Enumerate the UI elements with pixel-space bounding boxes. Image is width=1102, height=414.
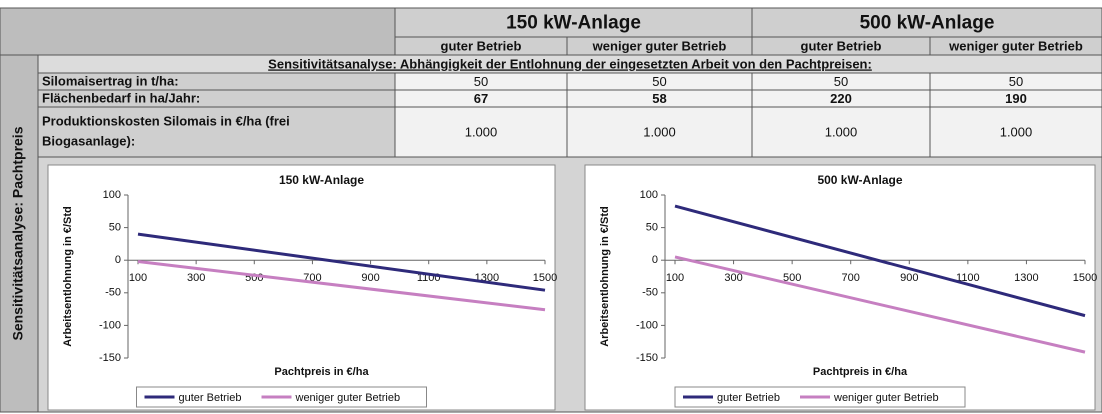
series-line bbox=[674, 255, 1086, 354]
legend-label: weniger guter Betrieb bbox=[295, 392, 401, 404]
group-header: 150 kW-Anlage bbox=[506, 13, 641, 34]
sub-header: guter Betrieb bbox=[801, 38, 882, 53]
cell bbox=[394, 7, 753, 38]
row-value: 67 bbox=[474, 91, 488, 106]
row-value: 1.000 bbox=[465, 124, 498, 139]
row-value: 50 bbox=[834, 74, 848, 89]
series-line bbox=[137, 232, 546, 292]
chart-title: 500 kW-Anlage bbox=[817, 173, 902, 187]
y-axis-label: Arbeitsentlohnung in €/Std bbox=[62, 206, 74, 347]
x-tick-label: 100 bbox=[666, 272, 684, 284]
y-tick-label: -50 bbox=[105, 287, 121, 299]
group-header: 500 kW-Anlage bbox=[860, 13, 995, 34]
x-tick-label: 500 bbox=[783, 272, 801, 284]
y-tick-label: 0 bbox=[652, 254, 658, 266]
row-value: 190 bbox=[1005, 91, 1027, 106]
sub-header: weniger guter Betrieb bbox=[592, 38, 727, 53]
sub-header: weniger guter Betrieb bbox=[948, 38, 1083, 53]
x-axis-label: Pachtpreis in €/ha bbox=[274, 366, 369, 378]
cell bbox=[929, 106, 1102, 158]
x-tick-label: 1500 bbox=[533, 272, 557, 284]
row-value: 1.000 bbox=[1000, 124, 1033, 139]
legend-label: guter Betrieb bbox=[717, 392, 780, 404]
row-value: 50 bbox=[652, 74, 666, 89]
row-value: 220 bbox=[830, 91, 852, 106]
y-axis-label: Arbeitsentlohnung in €/Std bbox=[599, 206, 611, 347]
chart-title: 150 kW-Anlage bbox=[279, 173, 364, 187]
side-label: Sensitivitätsanalyse: Pachtpreis bbox=[10, 126, 26, 340]
cell bbox=[0, 7, 396, 56]
row-value: 58 bbox=[652, 91, 666, 106]
y-tick-label: -100 bbox=[636, 319, 658, 331]
y-tick-label: -150 bbox=[636, 352, 658, 364]
x-axis-label: Pachtpreis in €/ha bbox=[813, 366, 908, 378]
y-tick-label: 50 bbox=[646, 222, 658, 234]
x-tick-label: 1300 bbox=[1014, 272, 1038, 284]
section-title: Sensitivitätsanalyse: Abhängigkeit der E… bbox=[268, 56, 872, 71]
row-label: Produktionskosten Silomais in €/ha (frei bbox=[42, 113, 290, 128]
y-tick-label: 100 bbox=[640, 189, 658, 201]
x-tick-label: 100 bbox=[129, 272, 147, 284]
series-line bbox=[674, 204, 1086, 318]
chart-box bbox=[584, 164, 1096, 411]
x-tick-label: 1500 bbox=[1073, 272, 1097, 284]
x-tick-label: 700 bbox=[842, 272, 860, 284]
cell bbox=[751, 7, 1102, 38]
row-label: Flächenbedarf in ha/Jahr: bbox=[42, 90, 200, 105]
sub-header: guter Betrieb bbox=[441, 38, 522, 53]
y-tick-label: -150 bbox=[99, 352, 121, 364]
x-tick-label: 900 bbox=[900, 272, 918, 284]
cell bbox=[394, 106, 568, 158]
series-line bbox=[137, 260, 546, 312]
x-tick-label: 300 bbox=[187, 272, 205, 284]
row-label: Biogasanlage): bbox=[42, 133, 135, 148]
y-tick-label: -100 bbox=[99, 319, 121, 331]
legend-label: guter Betrieb bbox=[179, 392, 242, 404]
y-tick-label: 50 bbox=[109, 222, 121, 234]
row-label: Silomaisertrag in t/ha: bbox=[42, 73, 179, 88]
y-tick-label: -50 bbox=[642, 287, 658, 299]
row-value: 1.000 bbox=[643, 124, 676, 139]
chart-box bbox=[47, 164, 556, 411]
x-tick-label: 1100 bbox=[956, 272, 980, 284]
x-tick-label: 300 bbox=[724, 272, 742, 284]
y-tick-label: 100 bbox=[103, 189, 121, 201]
x-tick-label: 900 bbox=[361, 272, 379, 284]
row-value: 1.000 bbox=[825, 124, 858, 139]
y-tick-label: 0 bbox=[115, 254, 121, 266]
row-value: 50 bbox=[474, 74, 488, 89]
legend-label: weniger guter Betrieb bbox=[833, 392, 939, 404]
row-value: 50 bbox=[1009, 74, 1023, 89]
